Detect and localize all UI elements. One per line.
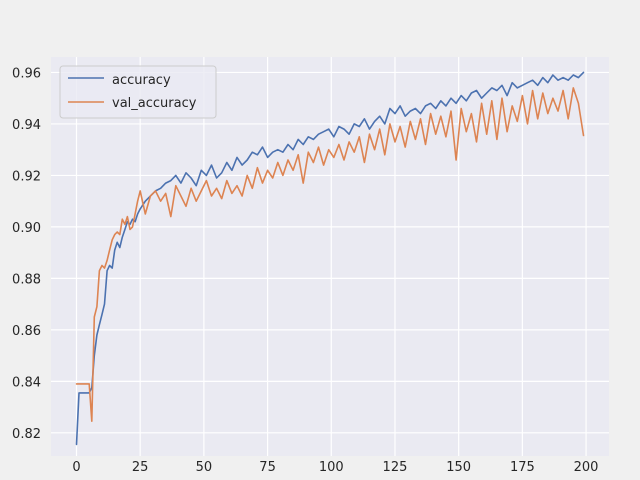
y-tick-label: 0.88: [12, 272, 41, 287]
x-axis-ticks: 0 25 50 75 100 125 150 175 200: [72, 460, 598, 475]
series-layer: [75, 71, 585, 446]
y-axis-ticks: 0.82 0.84 0.86 0.88 0.90 0.92 0.94 0.96: [12, 66, 41, 441]
series-line-val-accuracy: [75, 87, 585, 423]
y-tick-label: 0.90: [12, 221, 41, 236]
x-tick-label: 125: [383, 460, 408, 475]
x-tick-label: 150: [446, 460, 471, 475]
y-tick-label: 0.86: [12, 324, 41, 339]
y-tick-label: 0.84: [12, 375, 41, 390]
x-tick-label: 0: [72, 460, 80, 475]
y-tick-label: 0.92: [12, 169, 41, 184]
legend: accuracy val_accuracy: [59, 65, 217, 119]
x-tick-label: 100: [319, 460, 344, 475]
x-tick-label: 25: [132, 460, 149, 475]
y-tick-label: 0.82: [12, 427, 41, 442]
y-tick-label: 0.96: [12, 66, 41, 81]
x-tick-label: 50: [196, 460, 213, 475]
legend-label-accuracy: accuracy: [112, 73, 171, 88]
grid-lines: [51, 57, 609, 456]
legend-box: [59, 65, 217, 119]
legend-label-val-accuracy: val_accuracy: [112, 96, 197, 111]
x-tick-label: 200: [574, 460, 599, 475]
x-tick-label: 175: [510, 460, 535, 475]
x-tick-label: 75: [259, 460, 276, 475]
y-tick-label: 0.94: [12, 118, 41, 133]
